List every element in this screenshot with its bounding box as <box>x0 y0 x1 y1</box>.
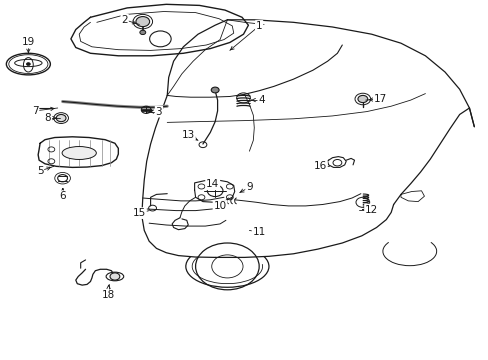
Text: 18: 18 <box>102 290 115 300</box>
Text: 3: 3 <box>155 107 162 117</box>
Text: 9: 9 <box>245 182 252 192</box>
Text: 1: 1 <box>255 21 262 31</box>
Circle shape <box>140 30 145 35</box>
Text: 19: 19 <box>21 37 35 48</box>
Ellipse shape <box>6 53 50 75</box>
Text: 15: 15 <box>132 208 146 218</box>
Text: 2: 2 <box>121 15 128 25</box>
Text: 12: 12 <box>364 204 378 215</box>
Circle shape <box>56 114 66 122</box>
Text: 7: 7 <box>32 106 39 116</box>
Circle shape <box>26 63 30 66</box>
Ellipse shape <box>62 147 96 159</box>
Text: 11: 11 <box>252 227 265 237</box>
Circle shape <box>357 95 367 103</box>
Text: 6: 6 <box>59 191 66 201</box>
Text: 16: 16 <box>313 161 326 171</box>
Circle shape <box>211 87 219 93</box>
Text: 5: 5 <box>37 166 43 176</box>
Text: 10: 10 <box>213 201 226 211</box>
Circle shape <box>136 17 149 27</box>
Text: 14: 14 <box>205 179 219 189</box>
Text: 13: 13 <box>181 130 195 140</box>
Text: 4: 4 <box>258 95 264 105</box>
Circle shape <box>110 273 120 280</box>
Text: 17: 17 <box>373 94 386 104</box>
Text: 8: 8 <box>44 113 51 123</box>
